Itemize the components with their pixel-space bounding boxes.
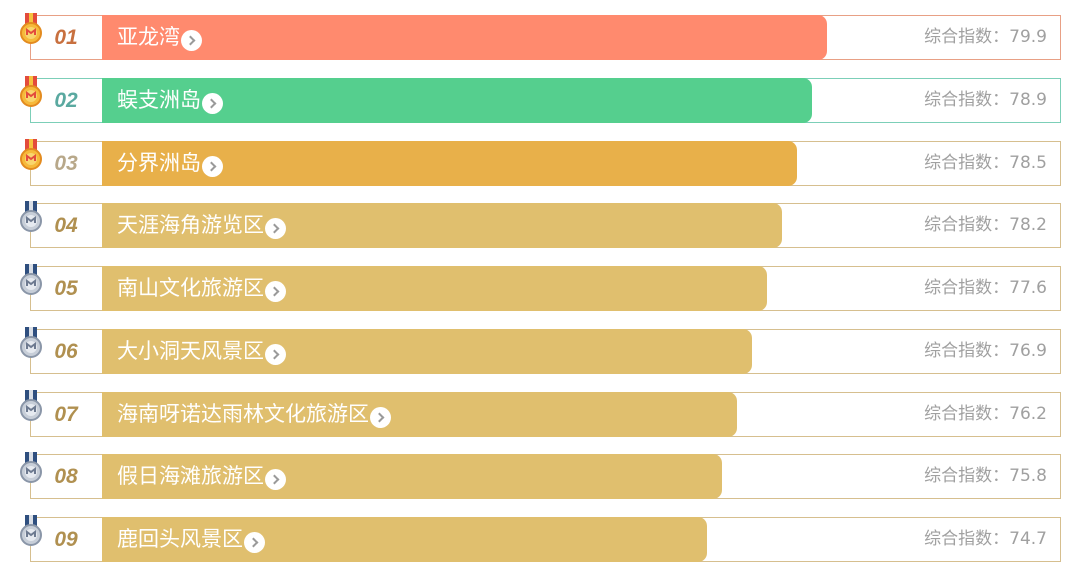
composite-index-label: 综合指数： (924, 89, 1010, 110)
chevron-right-icon[interactable] (265, 218, 286, 240)
scenic-spot-name[interactable]: 蜈支洲岛 (117, 79, 223, 122)
scenic-spot-name[interactable]: 分界洲岛 (117, 142, 223, 185)
ranking-row[interactable]: 09 鹿回头风景区 综合指数：74.7 (20, 515, 1061, 562)
silver-medal-icon (20, 389, 42, 421)
composite-index: 综合指数：76.2 (924, 393, 1047, 436)
scenic-spot-label: 海南呀诺达雨林文化旅游区 (117, 401, 369, 426)
composite-index-value: 78.2 (1009, 215, 1047, 236)
ranking-row[interactable]: 05 南山文化旅游区 综合指数：77.6 (20, 264, 1061, 311)
composite-index: 综合指数：78.9 (924, 79, 1047, 122)
rank-number: 04 (54, 214, 78, 238)
scenic-spot-label: 亚龙湾 (117, 25, 180, 49)
rank-number: 01 (54, 26, 78, 49)
ranking-row[interactable]: 02 蜈支洲岛 综合指数：78.9 (20, 75, 1061, 123)
score-bar (102, 517, 707, 562)
composite-index: 综合指数：75.8 (924, 455, 1047, 498)
ranking-row[interactable]: 04 天涯海角游览区 综合指数：78.2 (20, 201, 1061, 249)
composite-index: 综合指数：74.7 (924, 518, 1047, 561)
chevron-right-icon[interactable] (265, 281, 286, 302)
composite-index-value: 75.8 (1009, 466, 1047, 487)
rank-number: 03 (54, 151, 78, 175)
composite-index-value: 74.7 (1009, 529, 1047, 549)
chevron-right-icon[interactable] (244, 532, 265, 553)
chevron-right-icon[interactable] (265, 343, 286, 365)
chevron-right-icon[interactable] (265, 469, 286, 491)
chevron-right-icon[interactable] (202, 92, 223, 114)
scenic-spot-label: 蜈支洲岛 (117, 87, 201, 112)
rank-number: 05 (54, 277, 78, 300)
scenic-spot-label: 假日海滩旅游区 (117, 464, 264, 489)
gold-medal-icon (20, 13, 42, 44)
ranking-row[interactable]: 01 亚龙湾 综合指数：79.9 (20, 13, 1061, 60)
silver-medal-icon (20, 452, 42, 484)
ranking-row[interactable]: 03 分界洲岛 综合指数：78.5 (20, 138, 1061, 186)
score-bar (102, 454, 722, 500)
gold-medal-icon (20, 138, 42, 170)
rank-number: 07 (54, 402, 78, 426)
scenic-spot-label: 鹿回头风景区 (117, 527, 243, 551)
silver-medal-icon (20, 201, 42, 233)
composite-index-label: 综合指数： (924, 278, 1010, 298)
composite-index-label: 综合指数： (924, 27, 1010, 47)
score-bar (102, 391, 737, 437)
composite-index-value: 79.9 (1009, 27, 1047, 47)
rank-number: 06 (54, 339, 78, 363)
chevron-right-icon[interactable] (370, 406, 391, 428)
composite-index-value: 76.2 (1009, 403, 1047, 424)
rank-number: 09 (54, 528, 78, 551)
silver-medal-icon (20, 264, 42, 295)
scenic-spot-name[interactable]: 天涯海角游览区 (117, 204, 286, 247)
composite-index-label: 综合指数： (924, 403, 1010, 424)
composite-index: 综合指数：78.2 (924, 204, 1047, 247)
composite-index-value: 76.9 (1009, 340, 1047, 361)
composite-index-value: 78.5 (1009, 152, 1047, 173)
score-bar (102, 266, 767, 311)
scenic-spot-name[interactable]: 海南呀诺达雨林文化旅游区 (117, 393, 391, 436)
composite-index-label: 综合指数： (924, 340, 1010, 361)
ranking-row[interactable]: 07 海南呀诺达雨林文化旅游区 综合指数：76.2 (20, 389, 1061, 437)
composite-index-label: 综合指数： (924, 529, 1010, 549)
composite-index: 综合指数：76.9 (924, 330, 1047, 373)
composite-index: 综合指数：78.5 (924, 142, 1047, 185)
chevron-right-icon[interactable] (181, 30, 202, 51)
score-bar (102, 203, 782, 249)
scenic-spot-name[interactable]: 南山文化旅游区 (117, 267, 286, 310)
composite-index-value: 77.6 (1009, 278, 1047, 298)
silver-medal-icon (20, 515, 42, 546)
rank-number: 08 (54, 465, 78, 489)
composite-index-label: 综合指数： (924, 215, 1010, 236)
composite-index: 综合指数：79.9 (924, 16, 1047, 59)
score-bar (102, 15, 827, 60)
scenic-spot-label: 天涯海角游览区 (117, 213, 264, 238)
composite-index-label: 综合指数： (924, 152, 1010, 173)
silver-medal-icon (20, 326, 42, 358)
ranking-row[interactable]: 08 假日海滩旅游区 综合指数：75.8 (20, 452, 1061, 500)
scenic-spot-label: 分界洲岛 (117, 150, 201, 175)
scenic-spot-name[interactable]: 鹿回头风景区 (117, 518, 265, 561)
composite-index-value: 78.9 (1009, 89, 1047, 110)
scenic-spot-name[interactable]: 假日海滩旅游区 (117, 455, 286, 498)
ranking-row[interactable]: 06 大小洞天风景区 综合指数：76.9 (20, 326, 1061, 374)
score-bar (102, 328, 752, 374)
scenic-spot-label: 大小洞天风景区 (117, 338, 264, 363)
gold-medal-icon (20, 75, 42, 107)
scenic-spot-label: 南山文化旅游区 (117, 276, 264, 300)
rank-number: 02 (54, 88, 78, 112)
scenic-spot-name[interactable]: 亚龙湾 (117, 16, 202, 59)
composite-index: 综合指数：77.6 (924, 267, 1047, 310)
chevron-right-icon[interactable] (202, 155, 223, 177)
composite-index-label: 综合指数： (924, 466, 1010, 487)
scenic-spot-name[interactable]: 大小洞天风景区 (117, 330, 286, 373)
